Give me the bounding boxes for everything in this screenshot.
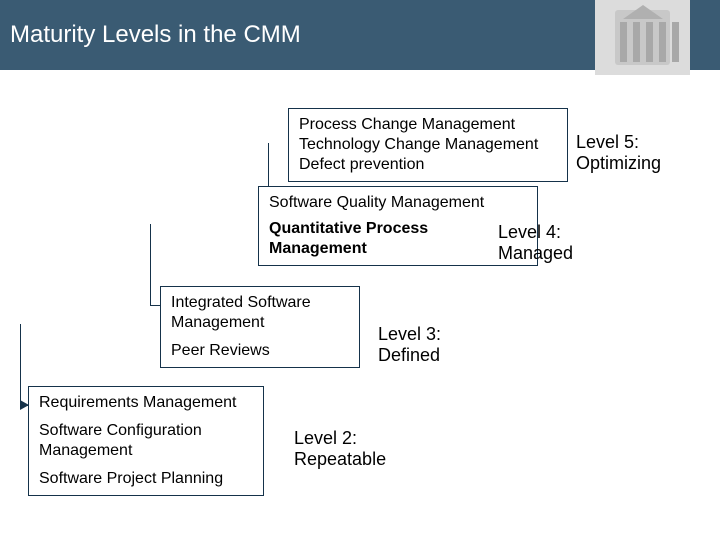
diagram-stage: Process Change Management Technology Cha… bbox=[0, 78, 720, 540]
level5-box: Process Change Management Technology Cha… bbox=[288, 108, 568, 182]
level3-label-line1: Level 3: bbox=[378, 324, 441, 344]
level4-label-line1: Level 4: bbox=[498, 222, 561, 242]
arrow-level2-to-level3 bbox=[20, 324, 28, 406]
level4-line1: Software Quality Management bbox=[269, 193, 527, 213]
level2-label-line2: Repeatable bbox=[294, 449, 386, 469]
level3-line3: Peer Reviews bbox=[171, 341, 349, 361]
header-decorative-image bbox=[595, 0, 690, 75]
level4-label-line2: Managed bbox=[498, 243, 573, 263]
level2-line1: Requirements Management bbox=[39, 393, 253, 413]
level4-line3: Management bbox=[269, 239, 527, 259]
level5-label-line1: Level 5: bbox=[576, 132, 639, 152]
level5-line1: Process Change Management bbox=[299, 115, 557, 135]
level2-line3: Management bbox=[39, 441, 253, 461]
level2-line4: Software Project Planning bbox=[39, 469, 253, 489]
level3-label: Level 3: Defined bbox=[378, 324, 441, 365]
slide-header: Maturity Levels in the CMM bbox=[0, 0, 720, 70]
level4-label: Level 4: Managed bbox=[498, 222, 573, 263]
level5-line2: Technology Change Management bbox=[299, 135, 557, 155]
level2-box: Requirements Management Software Configu… bbox=[28, 386, 264, 496]
slide-title: Maturity Levels in the CMM bbox=[10, 21, 301, 49]
level4-line2: Quantitative Process bbox=[269, 219, 527, 239]
level5-label: Level 5: Optimizing bbox=[576, 132, 661, 173]
level5-label-line2: Optimizing bbox=[576, 153, 661, 173]
level3-label-line2: Defined bbox=[378, 345, 440, 365]
level3-line1: Integrated Software bbox=[171, 293, 349, 313]
level3-box: Integrated Software Management Peer Revi… bbox=[160, 286, 360, 368]
level2-label: Level 2: Repeatable bbox=[294, 428, 386, 469]
level2-line2: Software Configuration bbox=[39, 421, 253, 441]
level4-box: Software Quality Management Quantitative… bbox=[258, 186, 538, 266]
level3-line2: Management bbox=[171, 313, 349, 333]
level5-line3: Defect prevention bbox=[299, 155, 557, 175]
level2-label-line1: Level 2: bbox=[294, 428, 357, 448]
